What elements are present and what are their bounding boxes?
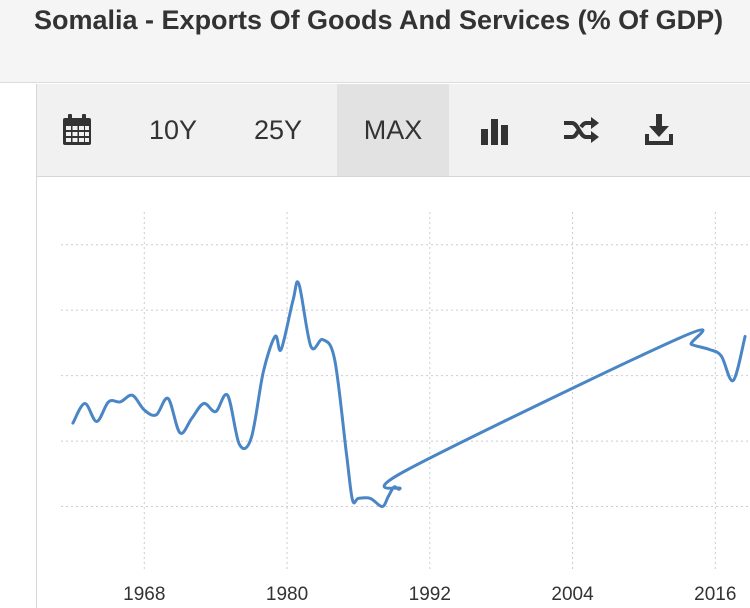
x-tick-label: 1968	[123, 584, 165, 605]
x-tick-label: 1992	[409, 584, 451, 605]
line-chart: 1968 1980 1992 2004 2016	[61, 212, 750, 605]
x-tick-label: 1980	[266, 584, 308, 605]
shuffle-icon	[564, 117, 599, 143]
calendar-icon	[63, 114, 91, 145]
download-button[interactable]	[633, 84, 685, 176]
range-10y-button[interactable]: 10Y	[148, 114, 198, 145]
calendar-button[interactable]	[51, 84, 103, 176]
page-header: Somalia - Exports Of Goods And Services …	[0, 0, 750, 83]
range-max-button[interactable]: MAX	[337, 84, 449, 176]
download-icon	[645, 114, 673, 145]
compare-button[interactable]	[553, 84, 609, 176]
x-tick-label: 2016	[694, 584, 736, 605]
x-tick-label: 2004	[551, 584, 594, 605]
series-line	[71, 280, 747, 508]
range-25y-button[interactable]: 25Y	[253, 114, 303, 145]
chart-toolbar: 10Y 25Y MAX	[37, 84, 750, 177]
chart-type-button[interactable]	[469, 84, 521, 176]
chart-panel: 10Y 25Y MAX	[36, 84, 750, 608]
page-title: Somalia - Exports Of Goods And Services …	[34, 5, 724, 35]
bar-chart-icon	[481, 119, 508, 145]
